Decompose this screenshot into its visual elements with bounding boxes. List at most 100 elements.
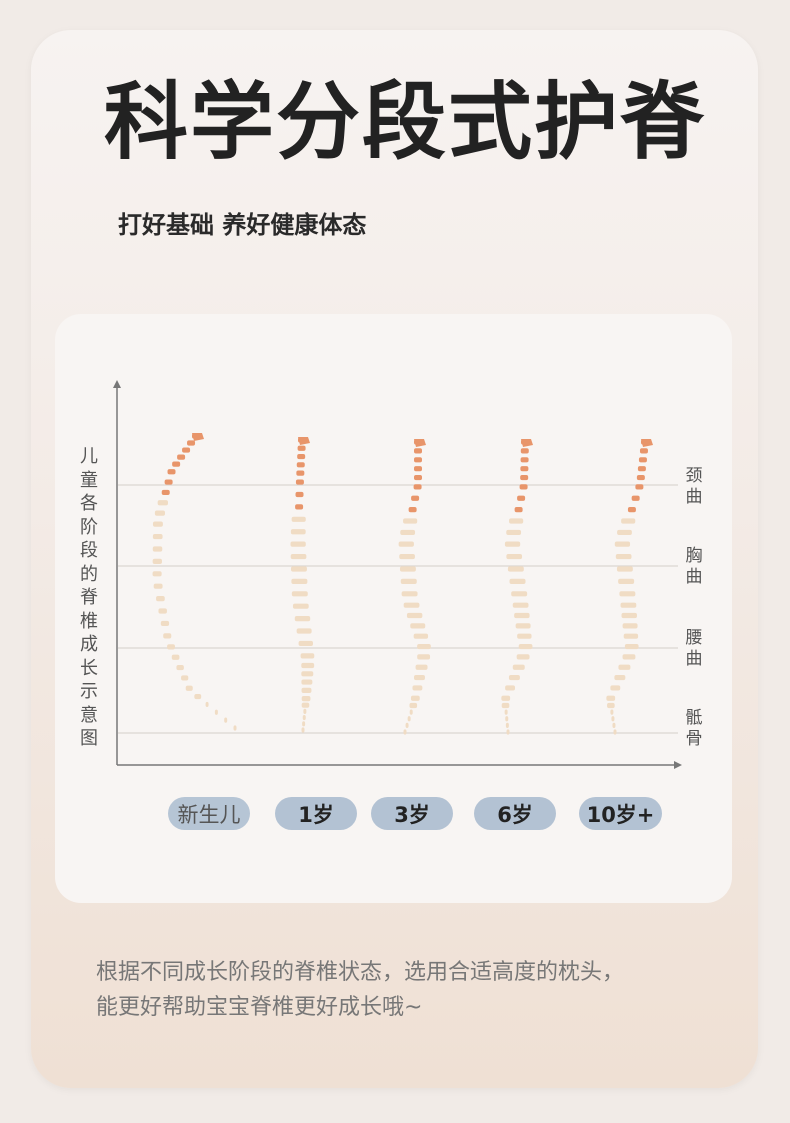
- vertebra: [296, 470, 305, 476]
- vertebra: [403, 518, 418, 524]
- stage-10-plus-years: 10岁+: [579, 797, 662, 830]
- vertebra: [406, 612, 423, 619]
- vertebra: [621, 518, 636, 524]
- vertebra: [412, 685, 423, 691]
- vertebra: [507, 566, 524, 572]
- vertebra: [177, 454, 186, 460]
- vertebra: [405, 722, 409, 728]
- vertebra: [616, 566, 633, 572]
- vertebra: [291, 578, 308, 584]
- vertebra: [152, 546, 163, 552]
- vertebra: [152, 521, 163, 527]
- subtitle: 打好基础 养好健康体态: [118, 211, 367, 239]
- vertebra: [161, 489, 170, 496]
- vertebra: [152, 533, 163, 540]
- vertebra: [172, 461, 181, 467]
- vertebra: [152, 558, 162, 564]
- vertebra: [403, 729, 407, 735]
- vertebra: [291, 516, 306, 522]
- vertebra: [409, 702, 418, 709]
- vertebra: [621, 612, 637, 619]
- vertebra: [417, 643, 431, 650]
- vertebra: [301, 702, 310, 708]
- description: 根据不同成长阶段的脊椎状态，选用合适高度的枕头， 能更好帮助宝宝脊椎更好成长哦~: [96, 955, 624, 1025]
- vertebra: [637, 466, 646, 472]
- vertebra: [619, 591, 636, 597]
- vertebra: [618, 578, 635, 584]
- vertebra: [403, 602, 420, 608]
- vertebra: [623, 633, 639, 639]
- vertebra: [617, 529, 632, 536]
- vertebra: [517, 633, 532, 639]
- vertebra: [410, 695, 420, 701]
- vertebra: [301, 687, 312, 693]
- vertebra: [511, 591, 528, 597]
- vertebra: [614, 674, 626, 681]
- y-axis-arrow: [113, 380, 121, 388]
- vertebra: [164, 479, 173, 485]
- vertebra: [295, 491, 304, 498]
- vertebra: [414, 466, 422, 472]
- vertebra: [407, 716, 411, 722]
- vertebra: [157, 500, 168, 506]
- vertebra: [611, 716, 615, 722]
- skull-base: [298, 437, 310, 445]
- vertebra: [414, 457, 422, 463]
- vertebra: [516, 654, 530, 660]
- vertebra: [509, 518, 524, 524]
- vertebra: [167, 644, 175, 650]
- vertebra: [501, 702, 510, 709]
- stage-6-years: 6岁: [474, 797, 556, 830]
- vertebra: [233, 725, 237, 731]
- vertebra: [291, 566, 307, 572]
- page-title: 科学分段式护脊: [104, 73, 707, 171]
- vertebra: [181, 675, 189, 681]
- vertebra: [610, 685, 621, 691]
- vertebra: [301, 679, 313, 685]
- vertebra: [297, 445, 306, 451]
- skull-base: [192, 433, 204, 441]
- vertebra: [512, 602, 529, 608]
- vertebra: [413, 633, 429, 639]
- vertebra: [224, 717, 228, 723]
- vertebra: [612, 722, 616, 728]
- vertebra: [153, 583, 163, 589]
- curve-label-sacrum: 骶骨: [685, 708, 703, 749]
- vertebra: [624, 643, 639, 650]
- curve-label-thoracic: 胸曲: [685, 546, 703, 587]
- vertebra: [401, 591, 418, 597]
- vertebra: [400, 529, 416, 536]
- stage-1-year: 1岁: [275, 797, 357, 830]
- vertebra: [622, 623, 638, 629]
- vertebra: [514, 612, 530, 619]
- description-line-2: 能更好帮助宝宝脊椎更好成长哦~: [96, 995, 423, 1020]
- vertebra: [501, 695, 511, 701]
- vertebra: [301, 727, 305, 733]
- vertebra: [515, 623, 531, 629]
- vertebra: [636, 474, 645, 481]
- vertebra: [610, 709, 614, 715]
- vertebra: [297, 453, 306, 460]
- vertebra: [514, 507, 523, 513]
- vertebra: [294, 616, 311, 622]
- vertebra: [504, 709, 508, 715]
- vertebra: [506, 553, 523, 560]
- vertebra: [417, 654, 431, 660]
- vertebra: [301, 696, 311, 702]
- vertebra: [303, 708, 307, 714]
- vertebra: [398, 541, 414, 547]
- vertebra: [292, 603, 309, 609]
- vertebra: [182, 447, 191, 453]
- vertebra: [160, 620, 170, 627]
- stage-3-years: 3岁: [371, 797, 453, 830]
- vertebra: [409, 709, 413, 715]
- vertebra: [302, 721, 306, 727]
- vertebra: [520, 448, 529, 454]
- vertebra: [295, 479, 304, 485]
- vertebra: [622, 654, 636, 660]
- vertebra: [613, 729, 617, 735]
- vertebra: [638, 457, 647, 463]
- vertebra: [631, 495, 640, 501]
- vertebra: [518, 643, 533, 650]
